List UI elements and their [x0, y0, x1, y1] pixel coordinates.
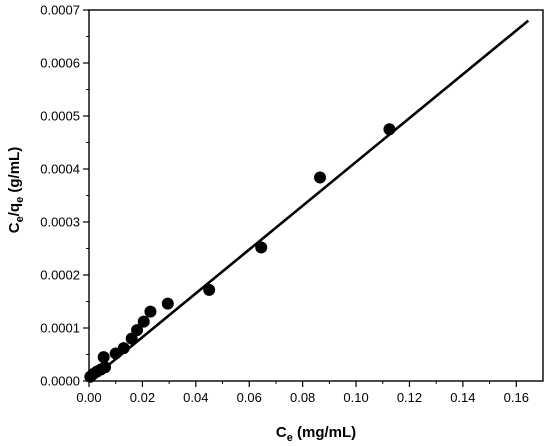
- y-tick-label: 0.0004: [40, 162, 80, 177]
- data-point: [117, 342, 130, 355]
- x-tick-label: 0.12: [397, 390, 422, 405]
- x-tick-label: 0.16: [504, 390, 529, 405]
- x-axis-title: Ce (mg/mL): [276, 424, 356, 444]
- x-tick-label: 0.02: [130, 390, 155, 405]
- y-tick-label: 0.0001: [40, 321, 80, 336]
- data-point: [383, 123, 396, 136]
- data-point: [99, 361, 112, 374]
- points-layer: [84, 123, 396, 383]
- fit-line-layer: [88, 19, 530, 383]
- y-axis: 0.0000 0.0001 0.0002 0.0003 0.0004 0.0005 0.00…: [40, 3, 89, 389]
- y-axis-title-unit: (g/mL): [6, 147, 23, 197]
- x-axis: 0.00 0.02 0.04 0.06 0.08 0.10 0.12 0.14 0.16: [76, 381, 529, 405]
- x-tick-label: 0.10: [343, 390, 368, 405]
- x-axis-title-main: C: [276, 424, 287, 441]
- data-point: [144, 305, 157, 318]
- y-axis-title: Ce/qe (g/mL): [6, 147, 26, 233]
- fit-line: [88, 19, 530, 383]
- data-point: [97, 351, 110, 364]
- x-tick-label: 0.00: [76, 390, 101, 405]
- y-tick-label: 0.0005: [40, 109, 80, 124]
- x-tick-label: 0.14: [450, 390, 475, 405]
- y-axis-title-sub1: e: [14, 216, 26, 222]
- data-point: [203, 283, 216, 296]
- data-point: [314, 171, 327, 184]
- x-axis-title-unit: (mg/mL): [293, 424, 356, 441]
- data-point: [137, 315, 150, 328]
- data-point: [131, 324, 144, 337]
- y-axis-title-main: C: [6, 222, 23, 233]
- x-tick-label: 0.04: [183, 390, 208, 405]
- y-tick-label: 0.0007: [40, 3, 80, 18]
- y-tick-label: 0.0003: [40, 215, 80, 230]
- x-tick-label: 0.08: [290, 390, 315, 405]
- y-tick-label: 0.0000: [40, 374, 80, 389]
- y-tick-label: 0.0006: [40, 56, 80, 71]
- y-axis-title-mid: /q: [6, 203, 23, 216]
- data-point: [255, 241, 268, 254]
- data-point: [161, 297, 174, 310]
- x-axis-title-sub: e: [287, 432, 293, 444]
- y-axis-title-sub2: e: [14, 197, 26, 203]
- x-tick-label: 0.06: [237, 390, 262, 405]
- y-tick-label: 0.0002: [40, 268, 80, 283]
